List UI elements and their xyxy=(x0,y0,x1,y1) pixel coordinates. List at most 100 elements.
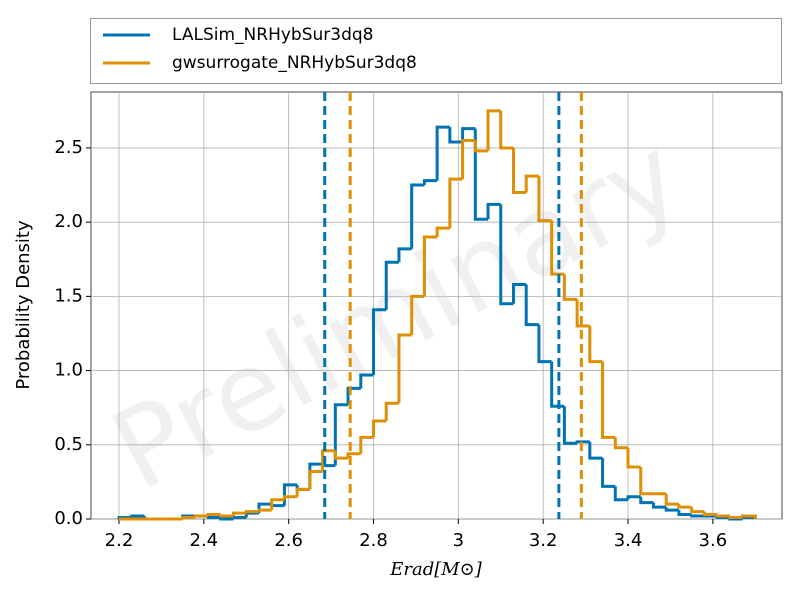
histogram-step xyxy=(346,452,361,459)
y-axis-label: Probability Density xyxy=(13,220,34,390)
histogram-step xyxy=(181,516,196,520)
histogram-step xyxy=(448,127,463,144)
x-tick-label: 3 xyxy=(453,530,464,551)
histogram-step xyxy=(219,517,234,521)
histogram-step xyxy=(422,179,438,186)
histogram-step xyxy=(206,516,221,520)
histogram-step xyxy=(626,447,641,469)
histogram-step xyxy=(626,495,641,500)
histogram-step xyxy=(575,440,590,444)
y-tick-label: 0.0 xyxy=(54,508,83,529)
histogram-step xyxy=(537,176,552,223)
histogram-step xyxy=(193,514,209,518)
histogram-step xyxy=(524,174,539,193)
histogram-step xyxy=(486,109,501,151)
histogram-step xyxy=(473,140,489,153)
histogram-step xyxy=(282,495,298,500)
histogram-step xyxy=(690,514,705,518)
histogram-step xyxy=(130,514,145,518)
y-tick-label: 2.5 xyxy=(54,137,83,158)
histogram-step xyxy=(270,504,285,508)
histogram-step xyxy=(244,511,259,518)
y-tick-label: 0.5 xyxy=(54,434,83,455)
x-tick-label: 2.2 xyxy=(105,530,134,551)
histogram-step xyxy=(232,516,247,520)
x-tick-label: 3.6 xyxy=(699,530,728,551)
histogram-step xyxy=(486,202,501,220)
histogram-step xyxy=(728,516,743,520)
histogram-step xyxy=(384,260,399,310)
watermark: Preliminary xyxy=(92,111,701,516)
histogram-step xyxy=(410,183,425,249)
histogram-step xyxy=(537,324,552,364)
x-tick-label: 3.2 xyxy=(529,530,558,551)
histogram-step xyxy=(690,507,705,514)
histogram-step xyxy=(359,373,374,389)
histogram-step xyxy=(702,511,718,517)
histogram-step xyxy=(321,449,336,472)
histogram-step xyxy=(333,450,349,460)
histogram-step xyxy=(372,308,387,376)
x-axis-label: Erad[M⊙] xyxy=(389,559,483,580)
histogram-step xyxy=(499,110,514,150)
x-tick-label: 2.8 xyxy=(359,530,388,551)
histogram-step xyxy=(499,204,514,306)
y-tick-label: 1.0 xyxy=(54,360,83,381)
x-tick-label: 2.4 xyxy=(190,530,219,551)
legend-box xyxy=(90,18,782,84)
histogram-step xyxy=(601,361,616,439)
histogram-step xyxy=(550,361,565,408)
histogram-step xyxy=(613,486,629,502)
histogram-step xyxy=(511,282,527,304)
histogram-step xyxy=(651,502,667,509)
legend-label: gwsurrogate_NRHybSur3dq8 xyxy=(172,53,417,73)
histogram-step xyxy=(461,127,476,143)
histogram-step xyxy=(473,128,489,221)
histogram-step xyxy=(588,326,603,364)
histogram-step xyxy=(397,247,412,263)
histogram-step xyxy=(384,401,399,422)
histogram-step xyxy=(741,514,757,519)
x-tick-label: 3.4 xyxy=(614,530,643,551)
histogram-step xyxy=(588,441,603,460)
histogram-step xyxy=(639,467,654,496)
histogram-step xyxy=(397,333,412,404)
histogram-step xyxy=(715,514,730,518)
x-tick-label: 2.6 xyxy=(274,530,303,551)
histogram-step xyxy=(677,510,692,517)
histogram-step xyxy=(664,493,679,506)
histogram-step xyxy=(346,386,361,405)
histogram-step xyxy=(664,507,679,512)
histogram-step xyxy=(257,508,272,512)
histogram-step xyxy=(601,458,616,488)
histogram-step xyxy=(219,514,234,518)
histogram-step xyxy=(448,177,463,229)
histogram-step xyxy=(639,496,654,505)
histogram-step xyxy=(613,437,629,450)
histogram-step xyxy=(308,462,323,490)
histogram-step xyxy=(333,403,349,466)
histogram-step xyxy=(511,147,527,194)
histogram-step xyxy=(435,125,450,181)
histogram-step xyxy=(232,511,247,517)
histogram-step xyxy=(575,299,590,328)
histogram-step xyxy=(677,504,692,509)
histogram-step xyxy=(422,235,438,297)
histogram-step xyxy=(410,294,425,335)
histogram-step xyxy=(206,513,221,517)
histogram-step xyxy=(359,435,374,454)
histogram-step xyxy=(741,516,757,520)
histogram-step xyxy=(435,226,450,238)
legend-label: LALSim_NRHybSur3dq8 xyxy=(172,25,373,45)
histogram-step xyxy=(295,487,310,497)
histogram-step xyxy=(308,470,323,490)
histogram-step xyxy=(562,406,578,445)
histogram-step xyxy=(372,419,387,438)
histogram-step xyxy=(244,510,259,514)
y-tick-label: 1.5 xyxy=(54,285,83,306)
y-tick-label: 2.0 xyxy=(54,211,83,232)
histogram-step xyxy=(562,274,578,301)
histogram-step xyxy=(461,139,476,180)
